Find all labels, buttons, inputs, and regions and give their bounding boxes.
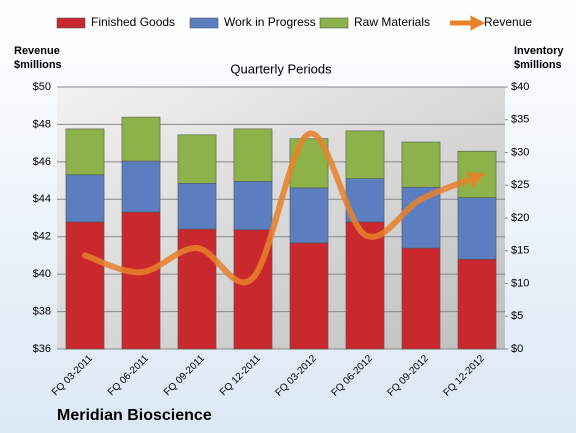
- y2-tick-label: $20: [511, 212, 529, 224]
- bar-segment: [457, 197, 497, 260]
- y-axis-label: Revenue $millions: [14, 45, 62, 71]
- x-tick-label: FQ 03-2012: [273, 353, 319, 399]
- bar-segment: [121, 160, 161, 213]
- bar-segment: [65, 128, 105, 176]
- x-tick-label: FQ 09-2012: [385, 353, 431, 399]
- y2-tick-label: $15: [511, 245, 529, 257]
- bar-segment: [345, 130, 385, 179]
- chart-title: Quarterly Periods: [230, 61, 332, 76]
- legend-label: Finished Goods: [91, 15, 175, 29]
- bar-segment: [65, 174, 105, 223]
- bar-segment: [345, 221, 385, 350]
- bar-segment: [457, 258, 497, 350]
- y-tick-label: $50: [33, 81, 51, 93]
- bar-segment: [401, 141, 441, 188]
- bar-segment: [289, 242, 329, 350]
- legend-label: Raw Materials: [354, 15, 430, 29]
- y-tick-label: $48: [33, 118, 51, 130]
- y-tick-label: $40: [33, 268, 51, 280]
- y2-tick-label: $10: [511, 277, 529, 289]
- x-tick-label: FQ 06-2011: [106, 353, 151, 398]
- bar-segment: [177, 134, 217, 184]
- y2-tick-label: $0: [511, 343, 523, 355]
- x-tick-label: FQ 06-2012: [329, 353, 375, 399]
- y2-tick-label: $5: [511, 310, 523, 322]
- bar-segment: [401, 186, 441, 249]
- bar-segment: [177, 182, 217, 230]
- bar-segment: [401, 247, 441, 350]
- revenue-line: [82, 130, 486, 286]
- y2-tick-label: $40: [511, 81, 529, 93]
- y2-axis-label: Inventory $millions: [514, 45, 564, 71]
- x-tick-label: FQ 03-2011: [50, 353, 95, 398]
- x-tick-label: FQ 12-2012: [441, 353, 487, 399]
- y-tick-label: $42: [33, 231, 51, 243]
- x-tick-label: FQ 12-2011: [218, 353, 263, 398]
- bar-segment: [289, 187, 329, 244]
- y-tick-label: $36: [33, 343, 51, 355]
- y-tick-label: $44: [33, 193, 51, 205]
- bar-segment: [65, 221, 105, 350]
- x-tick-label: FQ 09-2011: [162, 353, 207, 398]
- bar-segment: [121, 116, 161, 162]
- legend-swatch: [56, 17, 86, 29]
- legend-swatch: [189, 17, 219, 29]
- legend-label: Work in Progress: [224, 15, 316, 29]
- footer: Meridian Bioscience: [57, 407, 212, 424]
- y-tick-label: $38: [33, 305, 51, 317]
- bar-segment: [233, 181, 273, 231]
- legend-swatch: [319, 17, 349, 29]
- y2-tick-label: $25: [511, 179, 529, 191]
- y2-tick-label: $30: [511, 146, 529, 158]
- y2-tick-label: $35: [511, 114, 529, 126]
- bar-segment: [233, 128, 273, 182]
- y-tick-label: $46: [33, 156, 51, 168]
- legend-label: Revenue: [484, 15, 532, 29]
- bar-segment: [121, 211, 161, 350]
